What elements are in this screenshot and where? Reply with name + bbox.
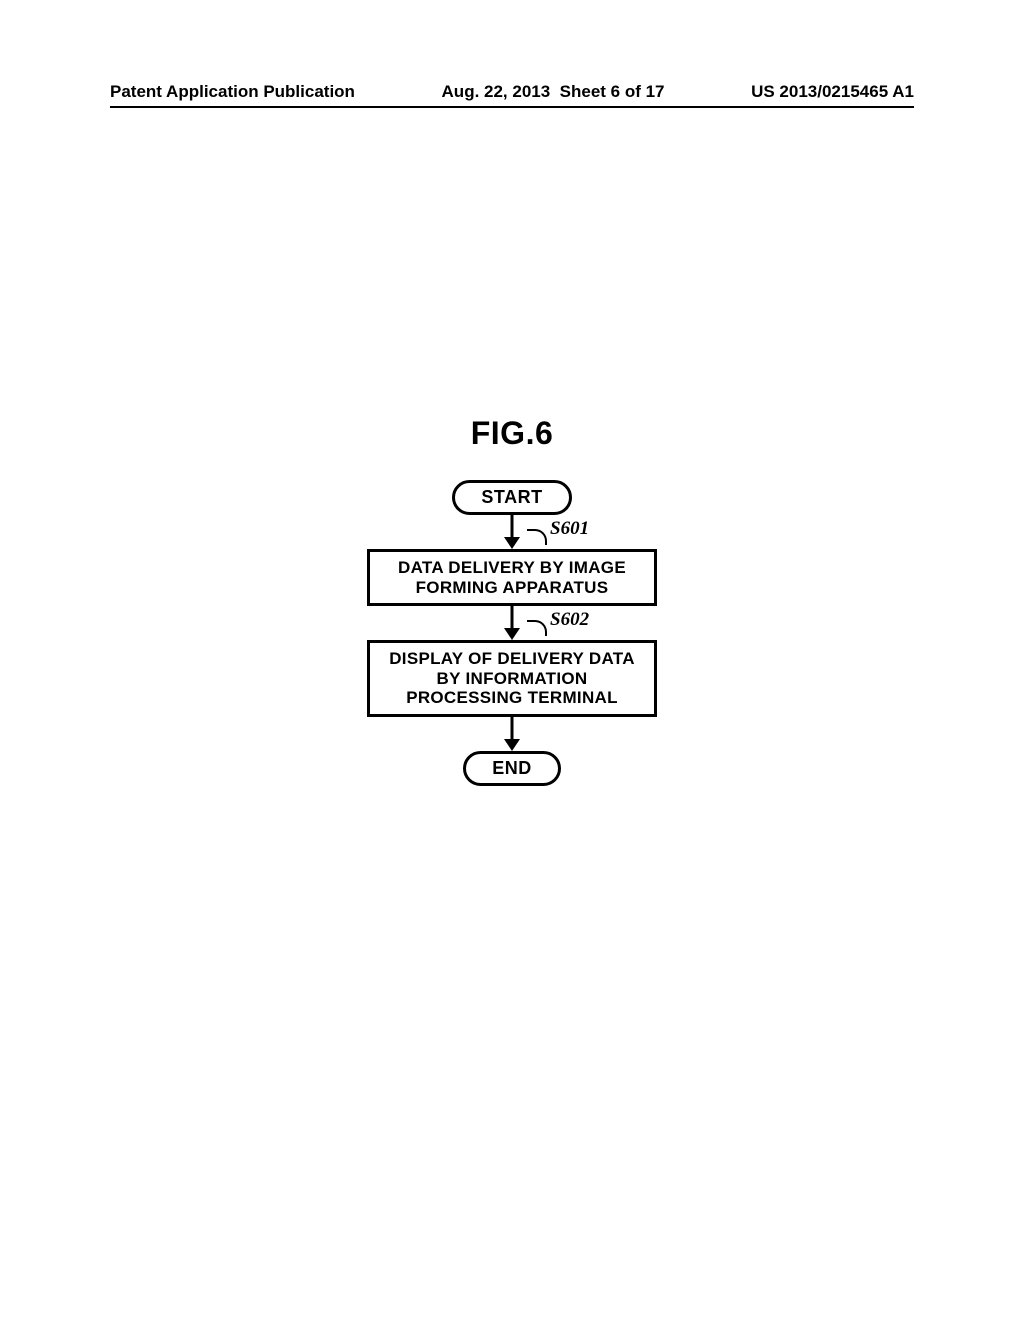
figure-title: FIG.6 <box>0 415 1024 452</box>
step-hook-icon <box>527 529 547 545</box>
end-node: END <box>463 751 561 786</box>
arrow-start-to-s601: S601 <box>362 515 662 549</box>
start-node: START <box>452 480 571 515</box>
arrow-s602-to-end <box>362 717 662 751</box>
arrow-head-icon <box>504 739 520 751</box>
header-left: Patent Application Publication <box>110 82 355 106</box>
process-s601: DATA DELIVERY BY IMAGE FORMING APPARATUS <box>367 549 657 606</box>
header-right: US 2013/0215465 A1 <box>751 82 914 106</box>
header-center: Aug. 22, 2013 Sheet 6 of 17 <box>442 82 665 106</box>
flowchart: START S601 DATA DELIVERY BY IMAGE FORMIN… <box>0 480 1024 786</box>
arrow-head-icon <box>504 628 520 640</box>
page-header: Patent Application Publication Aug. 22, … <box>110 82 914 108</box>
arrow-s601-to-s602: S602 <box>362 606 662 640</box>
step-hook-icon <box>527 620 547 636</box>
process-s602: DISPLAY OF DELIVERY DATA BY INFORMATION … <box>367 640 657 717</box>
step-label-s602: S602 <box>550 609 589 631</box>
arrow-head-icon <box>504 537 520 549</box>
patent-page: Patent Application Publication Aug. 22, … <box>0 0 1024 1320</box>
step-label-s601: S601 <box>550 518 589 540</box>
